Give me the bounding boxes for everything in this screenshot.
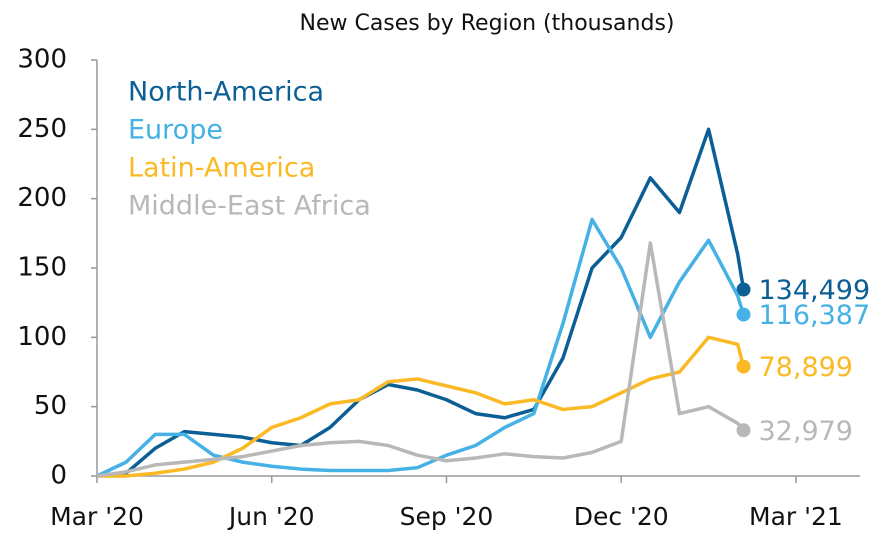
end-dot [736,282,751,297]
y-tick-label: 150 [17,253,67,283]
series-line [97,335,746,478]
y-tick-label: 0 [50,461,67,491]
y-tick-label: 250 [17,114,67,144]
x-tick-label: Jun '20 [227,502,315,531]
end-dot [736,423,751,438]
end-label: 78,899 [759,352,853,383]
y-tick-label: 200 [17,183,67,213]
end-label: 134,499 [759,275,871,306]
end-dot [736,307,751,322]
legend-entry: Europe [128,115,223,146]
x-tick-label: Sep '20 [400,502,494,531]
end-label: 32,979 [759,416,853,447]
y-tick-label: 50 [34,391,67,421]
end-label: 116,387 [759,300,871,331]
x-tick-label: Mar '21 [749,502,843,531]
series-line [96,217,746,478]
legend-entry: Middle-East Africa [128,191,371,222]
x-tick-label: Dec '20 [574,502,669,531]
end-dot [736,359,751,374]
y-tick-label: 100 [17,322,67,352]
y-tick-label: 300 [17,45,67,75]
series-line [96,127,746,478]
chart-title: New Cases by Region (thousands) [299,11,674,36]
legend-entry: Latin-America [128,153,315,184]
series-line [96,241,745,478]
legend-entry: North-America [128,77,324,108]
x-tick-label: Mar '20 [50,502,144,531]
